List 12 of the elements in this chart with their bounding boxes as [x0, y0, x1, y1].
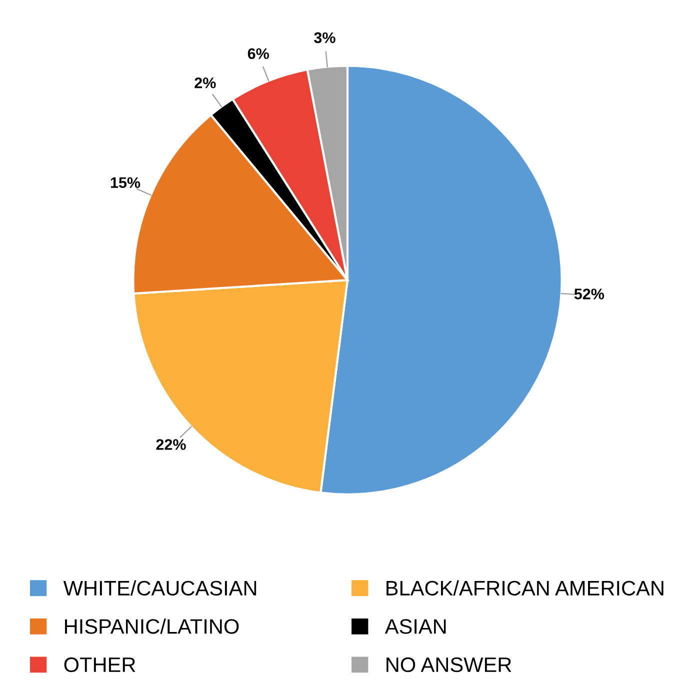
legend-label: OTHER — [64, 657, 136, 672]
legend-label: WHITE/CAUCASIAN — [63, 580, 256, 596]
legend-label: NO ANSWER — [386, 657, 512, 672]
legend-label: ASIAN — [384, 619, 446, 634]
data-label: 6% — [248, 48, 269, 60]
data-label: 15% — [110, 177, 140, 188]
legend-label: HISPANIC/LATINO — [65, 618, 239, 634]
data-label: 22% — [156, 439, 186, 450]
data-label: 3% — [314, 32, 336, 44]
data-label: 52% — [574, 288, 604, 300]
data-label: 2% — [194, 77, 216, 88]
legend-label: BLACK/AFRICAN AMERICAN — [386, 580, 664, 596]
